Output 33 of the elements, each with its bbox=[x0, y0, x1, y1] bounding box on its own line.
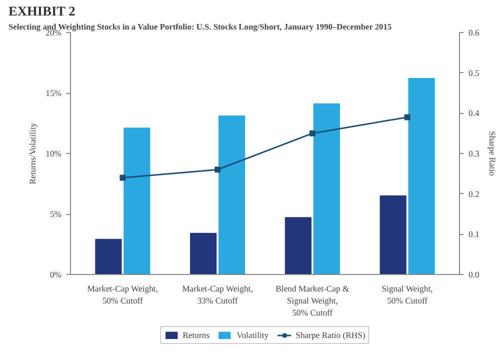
y2-tick-label: 0.4 bbox=[468, 108, 480, 118]
point bbox=[309, 130, 316, 136]
bar bbox=[218, 115, 246, 274]
y-tick-label: 10% bbox=[46, 148, 62, 158]
bar bbox=[124, 128, 150, 274]
y-tick-label: 15% bbox=[46, 88, 62, 98]
y2-tick-label: 0.2 bbox=[468, 188, 480, 199]
y2-tick-label: 0.5 bbox=[468, 68, 480, 78]
legend-label: Volatility bbox=[236, 330, 269, 340]
x-tick-label: Market-Cap Weight, 33% Cutoff bbox=[182, 284, 253, 306]
point bbox=[404, 114, 410, 120]
bar bbox=[408, 78, 435, 274]
y-tick-label: 5% bbox=[50, 209, 62, 219]
legend-label: Sharpe Ratio (RHS) bbox=[296, 330, 366, 340]
x-tick-label: Signal Weight, 50% Cutoff bbox=[382, 284, 433, 306]
y-axis-title: Returns/Volatility bbox=[28, 122, 38, 184]
bar bbox=[380, 195, 406, 274]
y2-tick-label: 0.1 bbox=[468, 229, 480, 240]
point bbox=[120, 174, 126, 181]
bar bbox=[95, 238, 122, 274]
y2-tick-label: 0.0 bbox=[468, 270, 480, 280]
legend-label: Returns bbox=[182, 330, 210, 340]
point bbox=[214, 166, 221, 173]
y-tick-label: 0% bbox=[50, 270, 62, 280]
x-tick-label: Market-Cap Weight, 50% Cutoff bbox=[87, 284, 158, 306]
bar bbox=[284, 217, 312, 274]
y2-tick-label: 0.3 bbox=[468, 148, 480, 158]
bar bbox=[313, 103, 340, 274]
x-tick-label: Blend Market-Cap & Signal Weight, 50% Cutoff bbox=[276, 284, 350, 318]
y2-axis-title: Sharpe Ratio bbox=[487, 131, 498, 176]
y2-tick-label: 0.6 bbox=[468, 28, 480, 38]
bar bbox=[190, 232, 217, 274]
chart-title: EXHIBIT 2 bbox=[8, 4, 76, 18]
